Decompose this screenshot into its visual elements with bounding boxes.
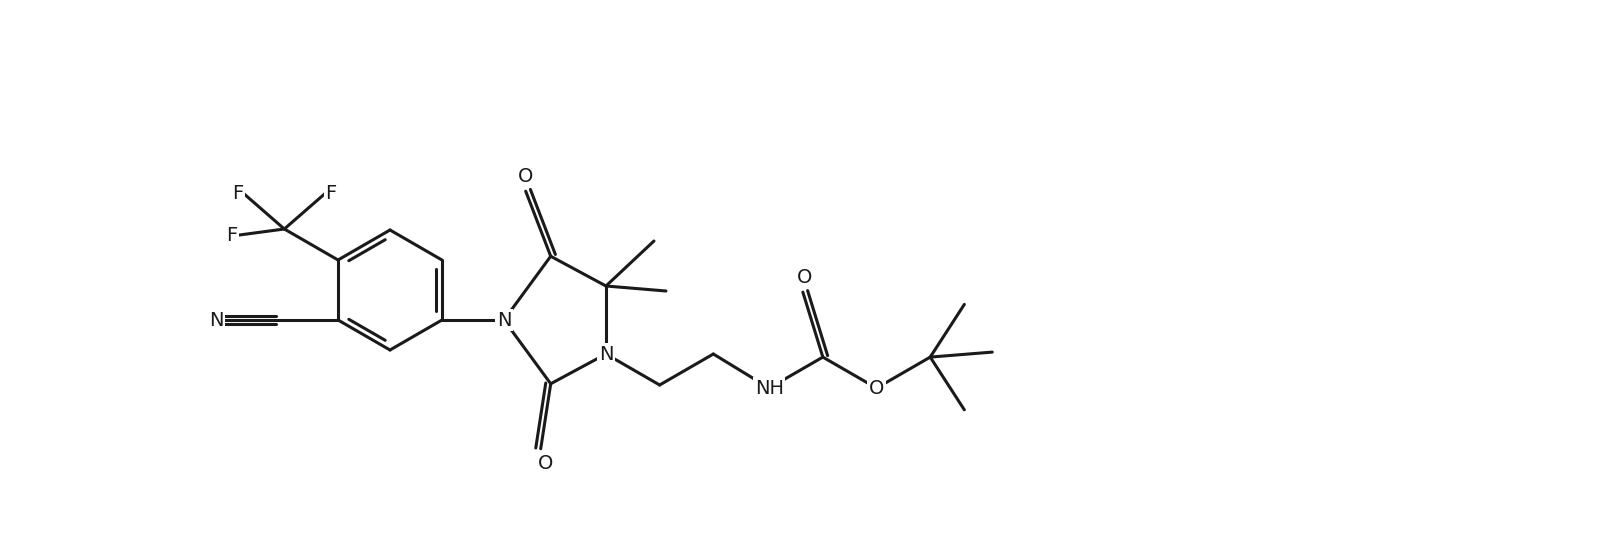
Text: F: F <box>232 184 243 203</box>
Text: NH: NH <box>755 378 784 398</box>
Text: N: N <box>497 310 512 330</box>
Text: O: O <box>797 268 813 287</box>
Text: O: O <box>518 167 533 186</box>
Text: N: N <box>209 310 224 330</box>
Text: F: F <box>325 184 336 203</box>
Text: F: F <box>227 225 238 245</box>
Text: N: N <box>599 344 613 363</box>
Text: O: O <box>869 378 884 398</box>
Text: O: O <box>538 454 554 473</box>
